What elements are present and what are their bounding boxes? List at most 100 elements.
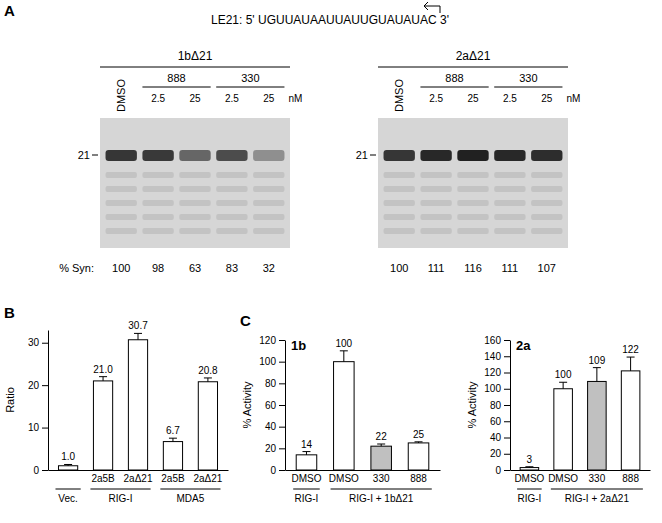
gel-band	[384, 150, 415, 161]
y-tick-label: 120	[484, 367, 501, 378]
band-percent: 98	[152, 262, 164, 274]
y-tick-mark	[279, 405, 285, 406]
y-tick-label: 60	[265, 400, 277, 411]
bar-chart: 01020302a5B2aΔ212a5B2aΔ211.021.030.76.72…	[4, 320, 229, 504]
error-bar	[627, 357, 635, 371]
y-tick: 60	[490, 416, 510, 427]
y-tick-mark	[504, 470, 510, 471]
chart-title: 1b	[291, 338, 306, 353]
x-tick: 2a5B	[91, 470, 115, 484]
values-label: % Syn:	[59, 262, 94, 274]
lane-group: 888	[167, 72, 185, 84]
gel-smear	[216, 228, 247, 234]
x-tick: 2aΔ21	[193, 470, 222, 484]
lane-dose: 2.5	[151, 93, 165, 104]
gel-smear	[179, 186, 210, 192]
x-tick-label: 888	[622, 473, 639, 484]
group-label: RIG-I + 2aΔ21	[565, 493, 630, 504]
gel-smear	[457, 172, 488, 178]
error-bar	[593, 368, 601, 382]
gel-smear	[420, 214, 451, 220]
y-tick: 0	[270, 465, 285, 476]
y-axis-line	[510, 341, 511, 471]
plot-marks	[520, 357, 640, 470]
x-tick: 888	[622, 470, 639, 484]
y-tick-mark	[504, 421, 510, 422]
lane-dose: 2.5	[429, 93, 443, 104]
band-size-tick	[92, 155, 98, 156]
gel-smear	[457, 228, 488, 234]
dose-unit: nM	[566, 93, 580, 104]
x-tick-label: 2aΔ21	[124, 473, 153, 484]
x-tick-label: DMSO	[514, 473, 544, 484]
band-percent: 107	[538, 262, 556, 274]
gel-name: 1bΔ21	[178, 49, 213, 63]
y-tick-label: 80	[490, 400, 502, 411]
y-axis-title: % Activity	[241, 381, 253, 429]
bar	[554, 389, 573, 470]
x-tick: DMSO	[291, 470, 321, 484]
y-tick-label: 0	[33, 465, 39, 476]
gel-smear	[494, 200, 525, 206]
band-percent: 111	[502, 262, 519, 274]
gel-smear	[531, 200, 562, 206]
gel-smear	[531, 214, 562, 220]
y-tick-label: 20	[28, 380, 40, 391]
group-label: RIG-I	[295, 493, 319, 504]
group-rule	[55, 489, 80, 490]
y-tick-mark	[279, 470, 285, 471]
plot-marks	[58, 333, 217, 470]
y-tick-mark	[279, 383, 285, 384]
data-label: 22	[376, 431, 388, 442]
x-tick: 330	[589, 470, 606, 484]
y-tick: 0	[33, 465, 48, 476]
x-tick-label: 888	[410, 473, 427, 484]
y-tick: 120	[484, 367, 510, 378]
lane-dose: 2.5	[225, 93, 239, 104]
y-tick: 20	[265, 443, 285, 454]
y-tick: 80	[265, 378, 285, 389]
y-tick-label: 0	[270, 465, 276, 476]
y-tick-mark	[504, 340, 510, 341]
y-tick-label: 20	[265, 443, 277, 454]
gel-smear	[179, 172, 210, 178]
x-tick-label: DMSO	[329, 473, 359, 484]
gel-smear	[106, 172, 137, 178]
gel-smear	[420, 172, 451, 178]
y-tick-label: 100	[259, 356, 276, 367]
data-label: 14	[301, 439, 313, 450]
band-percent: 32	[263, 262, 275, 274]
y-axis: 0 10 20 30	[28, 331, 49, 476]
bar	[371, 446, 392, 470]
gel-band	[106, 150, 137, 161]
band-percent: 100	[112, 262, 130, 274]
y-axis: 020406080100120140160	[484, 335, 510, 476]
lane-group-rule	[142, 87, 210, 88]
band-size-tick	[370, 155, 376, 156]
gel-smear	[106, 200, 137, 206]
y-tick: 40	[265, 421, 285, 432]
y-tick-mark	[279, 340, 285, 341]
gel-smear	[253, 228, 284, 234]
lane-treatment: DMSO	[393, 79, 405, 112]
group-rule	[160, 489, 220, 490]
dose-unit: nM	[288, 93, 302, 104]
y-tick-mark	[279, 448, 285, 449]
x-axis-line	[49, 470, 229, 471]
gel-smear	[216, 186, 247, 192]
y-tick-label: 10	[28, 422, 40, 433]
gel-smear	[457, 214, 488, 220]
gel-band	[420, 150, 451, 161]
gel-smear	[531, 186, 562, 192]
y-tick-label: 40	[265, 421, 277, 432]
y-tick-label: 40	[490, 432, 502, 443]
x-tick: DMSO	[548, 470, 578, 484]
y-tick-mark	[42, 470, 48, 471]
y-tick: 30	[28, 337, 48, 348]
y-tick: 100	[484, 383, 510, 394]
y-tick: 40	[490, 432, 510, 443]
gel-smear	[531, 228, 562, 234]
gel-name-rule	[378, 67, 568, 68]
gel-smear	[457, 200, 488, 206]
x-axis: DMSODMSO330888	[286, 470, 441, 484]
